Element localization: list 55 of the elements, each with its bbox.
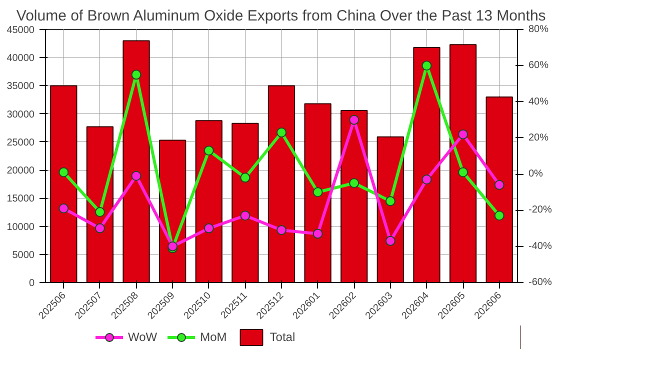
point: [94, 207, 105, 218]
y2-tick-label: -40%: [528, 240, 552, 252]
y2-tick-label: -20%: [528, 204, 552, 216]
point: [349, 114, 360, 125]
point: [422, 174, 432, 184]
point: [349, 178, 360, 188]
chart-title: Volume of Brown Aluminum Oxide Exports from China Over the Past 13 Months: [16, 8, 546, 24]
point: [458, 129, 468, 140]
y-tick-label: 25000: [6, 137, 35, 148]
point: [312, 228, 323, 239]
point: [204, 146, 214, 156]
point: [58, 167, 69, 178]
bar: [232, 122, 259, 282]
point: [422, 60, 432, 71]
bar: [50, 85, 78, 282]
point: [131, 170, 142, 181]
bar: [413, 46, 440, 282]
point: [385, 236, 396, 246]
y2-tick-label: 60%: [528, 60, 549, 72]
point: [276, 225, 286, 236]
point: [494, 180, 504, 190]
y-tick-label: 0: [28, 278, 35, 289]
point: [458, 167, 468, 178]
y2-tick-label: 40%: [528, 96, 549, 108]
point: [58, 203, 69, 214]
point: [312, 187, 323, 198]
point: [204, 223, 214, 234]
bar: [486, 96, 513, 282]
legend-label: MoM: [200, 330, 227, 344]
point: [276, 128, 286, 138]
y2-tick-label: -60%: [528, 277, 552, 288]
legend-label: WoW: [128, 330, 158, 344]
point: [240, 210, 250, 221]
y-tick-label: 45000: [6, 25, 35, 36]
point: [240, 172, 250, 183]
point: [494, 210, 504, 221]
y-tick-label: 30000: [6, 109, 35, 120]
legend-label: Total: [270, 330, 296, 344]
bar: [304, 103, 332, 282]
y-tick-label: 40000: [6, 53, 35, 64]
bar: [268, 85, 296, 282]
y-tick-label: 15000: [6, 194, 35, 205]
bar: [195, 120, 222, 282]
y-tick-label: 10000: [6, 222, 35, 233]
bar: [122, 40, 150, 282]
y-tick-label: 5000: [12, 250, 35, 261]
bar: [449, 44, 477, 282]
y2-tick-label: 0%: [528, 168, 544, 180]
point: [385, 196, 396, 206]
y2-tick-label: 80%: [528, 24, 549, 35]
point: [94, 223, 105, 234]
y-tick-label: 20000: [6, 166, 35, 177]
point: [131, 70, 142, 80]
y2-tick-label: 20%: [528, 132, 549, 144]
y-tick-label: 35000: [6, 81, 35, 92]
